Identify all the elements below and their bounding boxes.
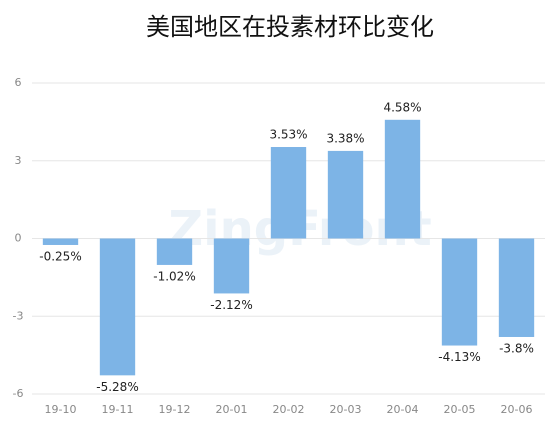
value-label: -2.12% xyxy=(210,298,252,312)
x-tick-label: 20-01 xyxy=(216,403,248,416)
y-tick-label: -3 xyxy=(13,309,24,322)
x-tick-label: 20-02 xyxy=(273,403,305,416)
chart-title: 美国地区在投素材环比变化 xyxy=(146,13,434,41)
bar xyxy=(213,238,250,294)
x-tick-label: 19-11 xyxy=(102,403,134,416)
x-tick-label: 20-06 xyxy=(501,403,533,416)
value-label: -1.02% xyxy=(153,269,195,283)
x-tick-label: 19-10 xyxy=(45,403,77,416)
value-label: -5.28% xyxy=(96,380,138,394)
bar xyxy=(441,238,478,346)
bar xyxy=(270,147,307,239)
bar xyxy=(42,238,79,245)
x-tick-label: 19-12 xyxy=(159,403,191,416)
bar xyxy=(156,238,193,265)
value-label: -0.25% xyxy=(39,249,81,263)
x-tick-label: 20-03 xyxy=(330,403,362,416)
value-label: 3.38% xyxy=(326,131,364,145)
y-tick-label: -6 xyxy=(13,387,24,400)
bar xyxy=(99,238,136,376)
bar xyxy=(498,238,535,337)
y-tick-label: 3 xyxy=(15,154,22,167)
y-tick-label: 0 xyxy=(15,232,22,245)
value-label: 4.58% xyxy=(383,100,421,114)
value-label: -4.13% xyxy=(438,350,480,364)
x-tick-label: 20-05 xyxy=(444,403,476,416)
value-label: -3.8% xyxy=(499,341,534,355)
bar xyxy=(384,119,421,239)
bar xyxy=(327,150,364,239)
y-tick-label: 6 xyxy=(15,76,22,89)
x-tick-label: 20-04 xyxy=(387,403,419,416)
value-label: 3.53% xyxy=(269,128,307,142)
